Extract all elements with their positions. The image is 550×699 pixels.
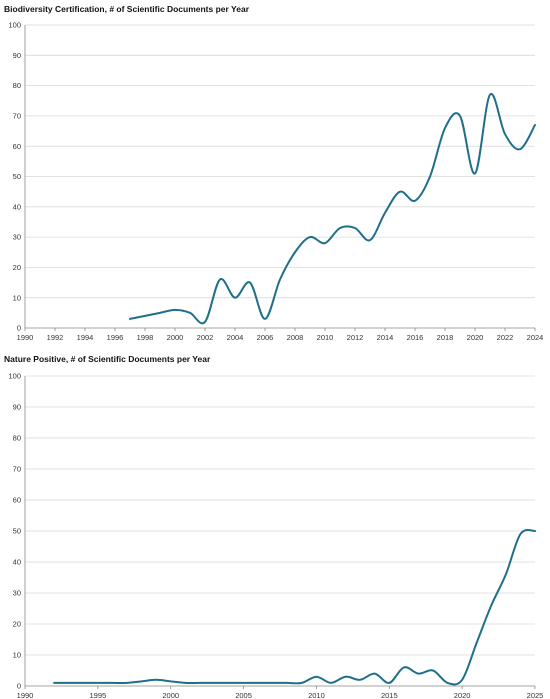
chart-title: Nature Positive, # of Scientific Documen… xyxy=(4,354,211,364)
chart-svg-biodiversity-certification: 0 10 20 30 40 50 60 70 80 90 100 1990 1992 1994 1996 19… xyxy=(8,21,544,342)
x-tick-label: 1990 xyxy=(17,333,34,342)
x-tick-label: 2022 xyxy=(497,333,514,342)
x-tick-label: 2005 xyxy=(235,691,252,699)
chart-title: Biodiversity Certification, # of Scienti… xyxy=(4,4,249,14)
x-tick-label: 2014 xyxy=(377,333,394,342)
x-tick-label: 2020 xyxy=(467,333,484,342)
y-tick-label: 100 xyxy=(8,21,21,30)
y-tick-label: 50 xyxy=(13,172,21,181)
x-tick-label: 1990 xyxy=(17,691,34,699)
y-tick-label: 30 xyxy=(13,233,21,242)
x-tick-label: 2000 xyxy=(167,333,184,342)
y-tick-label: 20 xyxy=(13,263,21,272)
y-tick-label: 30 xyxy=(13,589,21,598)
y-tick-label: 80 xyxy=(13,81,21,90)
y-tick-label: 90 xyxy=(13,51,21,60)
y-tick-label: 60 xyxy=(13,142,21,151)
x-tick-label: 2010 xyxy=(308,691,325,699)
x-tick-label: 1995 xyxy=(90,691,107,699)
x-tick-label: 2025 xyxy=(527,691,544,699)
y-tick-label: 20 xyxy=(13,620,21,629)
series-line xyxy=(129,93,536,325)
y-tick-label: 0 xyxy=(17,324,21,333)
y-tick-label: 70 xyxy=(13,465,21,474)
chart-svg-nature-positive: 0 10 20 30 40 50 60 70 80 90 100 1990 1995 2000 2005 20… xyxy=(8,372,544,699)
x-tick-label: 2016 xyxy=(407,333,424,342)
x-tick-label: 2024 xyxy=(527,333,544,342)
y-tick-label: 10 xyxy=(13,293,21,302)
x-tick-label: 1996 xyxy=(107,333,124,342)
x-tick-label: 2010 xyxy=(317,333,334,342)
series-line xyxy=(53,529,536,686)
y-tick-label: 90 xyxy=(13,403,21,412)
y-tick-label: 40 xyxy=(13,202,21,211)
y-tick-label: 100 xyxy=(8,372,21,381)
x-tick-label: 2008 xyxy=(287,333,304,342)
x-tick-label: 2020 xyxy=(454,691,471,699)
x-tick-label: 2012 xyxy=(347,333,364,342)
x-tick-label: 1998 xyxy=(137,333,154,342)
y-tick-label: 70 xyxy=(13,112,21,121)
chart-panel-biodiversity-certification: Biodiversity Certification, # of Scienti… xyxy=(4,4,544,342)
x-tick-label: 2006 xyxy=(257,333,274,342)
y-tick-label: 50 xyxy=(13,527,21,536)
chart-panel-nature-positive: Nature Positive, # of Scientific Documen… xyxy=(0,350,550,699)
x-tick-label: 2018 xyxy=(437,333,454,342)
x-tick-label: 2002 xyxy=(197,333,214,342)
y-tick-label: 40 xyxy=(13,558,21,567)
x-tick-label: 1992 xyxy=(47,333,64,342)
y-tick-label: 60 xyxy=(13,496,21,505)
y-tick-label: 0 xyxy=(17,682,21,691)
y-tick-label: 10 xyxy=(13,651,21,660)
x-tick-label: 2015 xyxy=(381,691,398,699)
y-tick-label: 80 xyxy=(13,434,21,443)
x-tick-label: 2004 xyxy=(227,333,244,342)
x-tick-label: 1994 xyxy=(77,333,94,342)
x-tick-label: 2000 xyxy=(162,691,179,699)
